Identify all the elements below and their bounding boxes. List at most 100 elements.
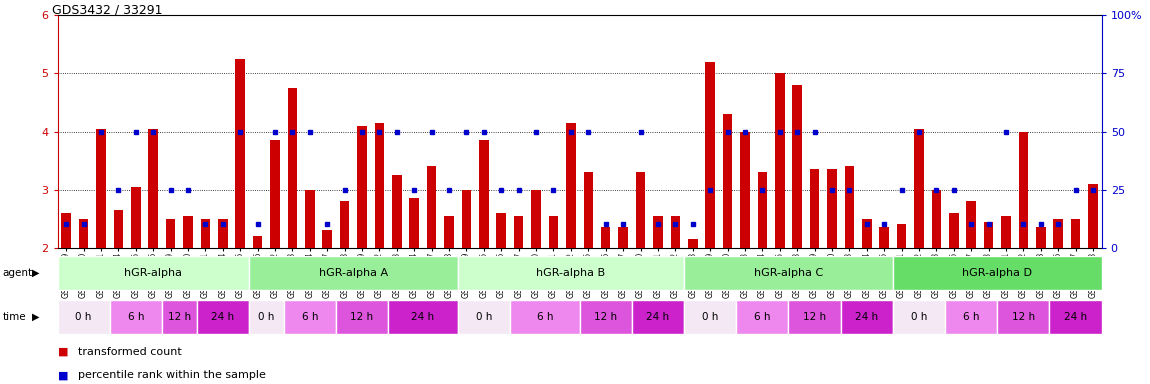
- Bar: [392, 175, 401, 248]
- Text: transformed count: transformed count: [78, 347, 182, 357]
- Bar: [458, 300, 509, 334]
- Bar: [1050, 300, 1102, 334]
- Bar: [253, 236, 262, 248]
- Text: 6 h: 6 h: [301, 312, 319, 322]
- Text: hGR-alpha C: hGR-alpha C: [753, 268, 823, 278]
- Bar: [619, 227, 628, 248]
- Bar: [580, 300, 631, 334]
- Text: hGR-alpha: hGR-alpha: [124, 268, 182, 278]
- Bar: [741, 131, 750, 248]
- Bar: [358, 126, 367, 248]
- Text: ▶: ▶: [32, 268, 40, 278]
- Bar: [688, 239, 698, 248]
- Bar: [109, 300, 162, 334]
- Bar: [1002, 216, 1011, 248]
- Bar: [458, 256, 684, 290]
- Text: 6 h: 6 h: [537, 312, 553, 322]
- Bar: [897, 224, 906, 248]
- Text: hGR-alpha D: hGR-alpha D: [963, 268, 1033, 278]
- Text: ■: ■: [58, 347, 68, 357]
- Bar: [114, 210, 123, 248]
- Bar: [892, 256, 1102, 290]
- Text: 0 h: 0 h: [258, 312, 275, 322]
- Bar: [1036, 227, 1045, 248]
- Bar: [684, 300, 736, 334]
- Bar: [880, 227, 889, 248]
- Bar: [631, 300, 684, 334]
- Bar: [148, 129, 158, 248]
- Bar: [444, 216, 454, 248]
- Text: 24 h: 24 h: [856, 312, 879, 322]
- Bar: [810, 169, 819, 248]
- Text: 0 h: 0 h: [476, 312, 492, 322]
- Bar: [288, 88, 297, 248]
- Bar: [183, 216, 193, 248]
- Text: 24 h: 24 h: [412, 312, 435, 322]
- Bar: [892, 300, 945, 334]
- Bar: [305, 190, 315, 248]
- Bar: [197, 300, 248, 334]
- Text: GDS3432 / 33291: GDS3432 / 33291: [52, 4, 162, 17]
- Text: hGR-alpha A: hGR-alpha A: [319, 268, 388, 278]
- Text: 6 h: 6 h: [754, 312, 770, 322]
- Bar: [336, 300, 389, 334]
- Bar: [162, 300, 197, 334]
- Bar: [248, 300, 284, 334]
- Bar: [653, 216, 662, 248]
- Bar: [841, 300, 892, 334]
- Bar: [636, 172, 645, 248]
- Bar: [514, 216, 523, 248]
- Bar: [789, 300, 841, 334]
- Bar: [427, 166, 437, 248]
- Bar: [236, 59, 245, 248]
- Bar: [997, 300, 1050, 334]
- Bar: [844, 166, 854, 248]
- Text: 24 h: 24 h: [212, 312, 235, 322]
- Bar: [1019, 131, 1028, 248]
- Bar: [601, 227, 611, 248]
- Text: agent: agent: [2, 268, 32, 278]
- Bar: [736, 300, 789, 334]
- Bar: [966, 201, 976, 248]
- Text: 0 h: 0 h: [911, 312, 927, 322]
- Bar: [375, 123, 384, 248]
- Bar: [409, 198, 419, 248]
- Bar: [1088, 184, 1098, 248]
- Bar: [58, 300, 109, 334]
- Bar: [775, 73, 784, 248]
- Bar: [758, 172, 767, 248]
- Bar: [705, 62, 715, 248]
- Bar: [670, 216, 680, 248]
- Bar: [862, 218, 872, 248]
- Text: 12 h: 12 h: [1012, 312, 1035, 322]
- Bar: [949, 213, 959, 248]
- Bar: [1053, 218, 1063, 248]
- Bar: [722, 114, 733, 248]
- Bar: [932, 190, 941, 248]
- Bar: [166, 218, 176, 248]
- Text: ■: ■: [58, 370, 68, 380]
- Text: 0 h: 0 h: [702, 312, 719, 322]
- Text: 12 h: 12 h: [803, 312, 826, 322]
- Bar: [284, 300, 336, 334]
- Bar: [131, 187, 140, 248]
- Bar: [340, 201, 350, 248]
- Bar: [389, 300, 458, 334]
- Bar: [61, 213, 71, 248]
- Bar: [322, 230, 332, 248]
- Bar: [58, 256, 248, 290]
- Bar: [480, 140, 489, 248]
- Bar: [509, 300, 580, 334]
- Bar: [79, 218, 89, 248]
- Bar: [827, 169, 837, 248]
- Bar: [914, 129, 923, 248]
- Text: time: time: [2, 312, 26, 322]
- Bar: [549, 216, 558, 248]
- Bar: [531, 190, 540, 248]
- Bar: [583, 172, 593, 248]
- Bar: [461, 190, 472, 248]
- Bar: [270, 140, 279, 248]
- Bar: [566, 123, 576, 248]
- Bar: [497, 213, 506, 248]
- Bar: [792, 85, 802, 248]
